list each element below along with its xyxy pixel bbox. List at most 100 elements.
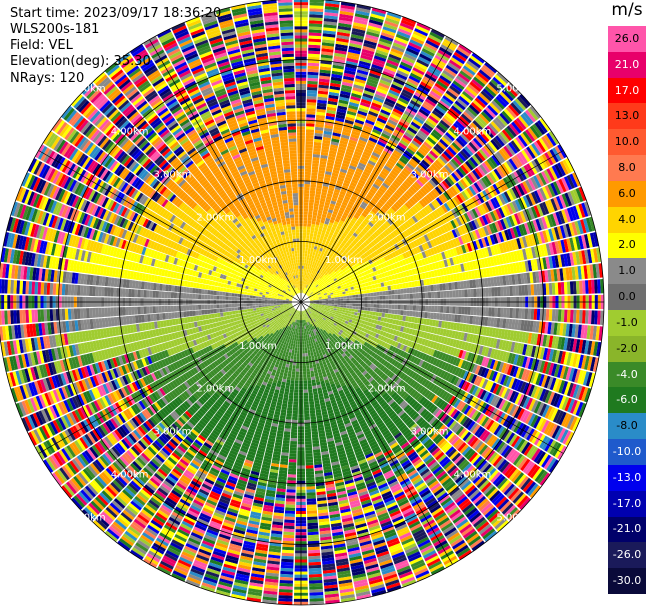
range-gate	[489, 211, 497, 222]
range-gate	[519, 182, 528, 195]
range-gate	[428, 166, 437, 175]
range-gate	[482, 64, 496, 76]
range-gate	[409, 142, 419, 151]
range-gate	[393, 212, 400, 220]
range-gate	[461, 148, 472, 158]
range-gate	[309, 193, 315, 197]
range-gate	[366, 255, 371, 261]
range-gate	[416, 246, 422, 253]
range-gate	[384, 212, 391, 219]
range-gate	[438, 206, 446, 215]
range-gate	[361, 249, 366, 254]
range-gate	[321, 265, 325, 270]
range-gate	[520, 196, 528, 209]
range-gate	[518, 115, 529, 128]
range-gate	[409, 124, 419, 132]
range-gate	[356, 262, 361, 267]
range-gate	[464, 146, 474, 156]
range-gate	[364, 196, 372, 202]
range-gate	[336, 31, 350, 37]
range-gate	[424, 170, 433, 179]
range-gate	[356, 227, 362, 233]
range-gate	[326, 273, 330, 277]
range-gate	[331, 172, 339, 177]
range-gate	[396, 235, 402, 242]
range-gate	[367, 75, 380, 82]
range-gate	[425, 154, 435, 164]
range-gate	[324, 260, 329, 265]
range-gate	[490, 139, 501, 151]
range-gate	[308, 29, 322, 34]
range-gate	[319, 254, 324, 259]
range-gate	[322, 302, 326, 304]
range-gate	[446, 201, 454, 210]
range-gate	[368, 22, 382, 29]
range-gate	[443, 291, 447, 298]
range-gate	[512, 100, 524, 113]
range-gate	[462, 131, 472, 141]
range-gate	[375, 90, 387, 98]
range-gate	[483, 109, 494, 120]
range-gate	[369, 188, 377, 195]
range-gate	[509, 188, 517, 200]
range-gate	[383, 127, 394, 134]
range-gate	[511, 186, 520, 199]
range-gate	[521, 149, 531, 163]
range-gate	[307, 250, 311, 255]
range-gate	[345, 173, 353, 179]
velocity-field	[0, 0, 604, 605]
range-gate	[497, 114, 508, 127]
range-gate	[354, 288, 358, 292]
range-gate	[544, 200, 553, 214]
range-gate	[350, 181, 357, 187]
range-gate	[327, 286, 331, 289]
range-gate	[524, 308, 529, 320]
range-gate	[453, 122, 464, 133]
range-gate	[313, 302, 317, 304]
range-gate	[500, 286, 504, 297]
range-gate	[321, 213, 327, 218]
range-gate	[381, 132, 391, 140]
range-gate	[480, 111, 492, 123]
range-gate	[304, 180, 311, 185]
range-gate	[301, 277, 303, 281]
range-gate	[387, 56, 401, 64]
range-gate	[303, 290, 305, 294]
range-gate	[346, 54, 360, 61]
range-gate	[326, 227, 331, 232]
range-gate	[376, 220, 383, 227]
range-gate	[504, 127, 515, 140]
range-gate	[363, 247, 369, 252]
range-gate	[485, 143, 496, 154]
range-gate	[499, 112, 511, 125]
range-gate	[438, 100, 450, 110]
range-gate	[386, 242, 392, 248]
range-gate	[305, 138, 314, 142]
range-gate	[428, 213, 436, 221]
range-gate	[490, 121, 501, 133]
range-gate	[314, 272, 317, 276]
range-gate	[421, 143, 431, 152]
range-gate	[363, 234, 369, 240]
range-gate	[322, 210, 328, 215]
range-gate	[332, 262, 337, 267]
range-gate	[328, 302, 332, 305]
range-gate	[388, 225, 395, 232]
range-gate	[356, 184, 363, 190]
range-gate	[316, 215, 322, 220]
range-gate	[329, 278, 334, 282]
range-gate	[528, 144, 539, 158]
range-gate	[382, 291, 386, 296]
range-gate	[428, 34, 442, 44]
range-gate	[547, 199, 555, 213]
range-gate	[425, 39, 440, 49]
range-gate	[389, 86, 401, 94]
range-gate	[476, 150, 486, 162]
range-gate	[319, 284, 323, 288]
range-gate	[417, 164, 426, 172]
range-gate	[305, 244, 309, 248]
range-gate	[439, 75, 452, 85]
range-gate	[408, 41, 422, 51]
range-gate	[308, 241, 312, 246]
range-gate	[551, 309, 556, 322]
